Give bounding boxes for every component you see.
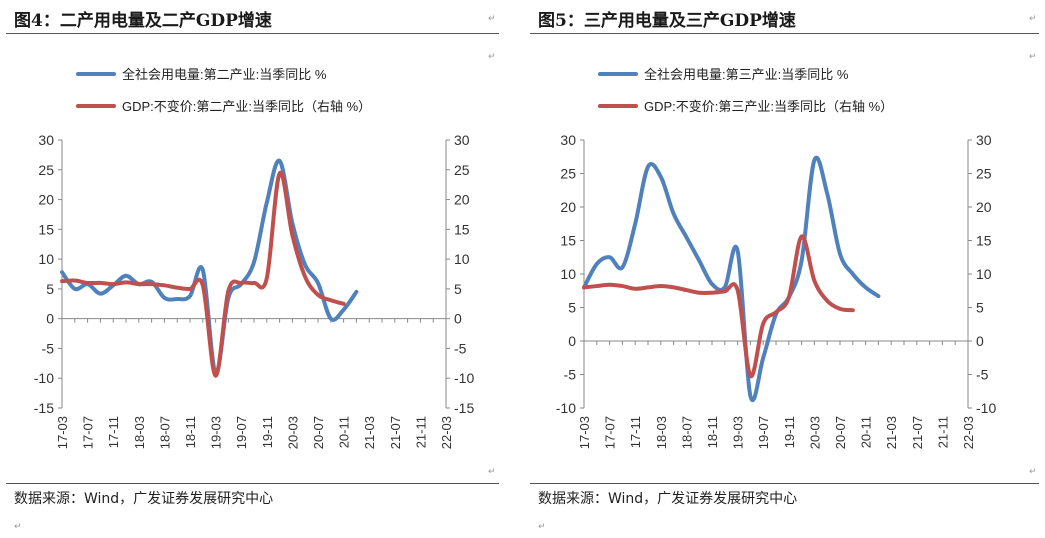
- x-tick-label: 20-07: [311, 416, 326, 449]
- y-tick-label-left: -10: [34, 370, 54, 386]
- x-tick-label: 19-07: [756, 416, 771, 449]
- y-tick-label-right: -10: [454, 370, 474, 386]
- series-line-gdp: [60, 171, 346, 378]
- source-note: 数据来源：Wind，广发证券发展研究中心: [538, 491, 798, 507]
- y-tick-label-right: -10: [976, 400, 996, 416]
- y-tick-label-left: 30: [38, 132, 54, 148]
- x-tick-label: 21-11: [935, 416, 950, 448]
- x-tick-label: 18-03: [654, 416, 669, 449]
- y-tick-label-left: 10: [38, 251, 54, 267]
- y-tick-label-right: 20: [976, 199, 992, 215]
- x-tick-label: 17-03: [577, 416, 592, 449]
- divider: [6, 33, 499, 34]
- legend-label: 全社会用电量:第三产业:当季同比 %: [644, 67, 849, 82]
- y-tick-label-right: 25: [976, 166, 992, 182]
- x-tick-label: 19-07: [234, 416, 249, 449]
- x-tick-label: 22-03: [439, 416, 454, 449]
- legend-label: GDP:不变价:第三产业:当季同比（右轴 %）: [644, 99, 893, 114]
- y-tick-label-left: 15: [560, 233, 576, 249]
- chart-title: 图5：三产用电量及三产GDP增速: [538, 11, 796, 31]
- y-tick-label-right: 10: [454, 251, 470, 267]
- x-tick-label: 20-03: [285, 416, 300, 449]
- y-tick-label-right: 15: [976, 233, 992, 249]
- chart-title: 图4：二产用电量及二产GDP增速: [14, 11, 272, 31]
- x-tick-label: 18-11: [183, 416, 198, 448]
- line-chart: 全社会用电量:第二产业:当季同比 % GDP:不变价:第二产业:当季同比（右轴 %…: [34, 67, 475, 449]
- x-tick-label: 17-03: [55, 416, 70, 449]
- x-tick-label: 18-07: [157, 416, 172, 449]
- source-note: 数据来源：Wind，广发证券发展研究中心: [14, 491, 274, 507]
- paragraph-mark: ↵: [488, 467, 496, 477]
- paragraph-mark: ↵: [1029, 14, 1037, 24]
- x-tick-label: 17-11: [628, 416, 643, 448]
- paragraph-mark: ↵: [1029, 52, 1037, 62]
- x-tick-label: 17-07: [81, 416, 96, 449]
- y-tick-label-right: 15: [454, 221, 470, 237]
- line-chart: 全社会用电量:第三产业:当季同比 % GDP:不变价:第三产业:当季同比（右轴 %…: [556, 67, 997, 449]
- y-tick-label-left: 15: [38, 221, 54, 237]
- x-tick-label: 20-11: [859, 416, 874, 448]
- y-tick-label-left: 20: [560, 199, 576, 215]
- chart-panel-right: 图5：三产用电量及三产GDP增速 ↵ ↵ 全社会用电量:第三产业:当季同比 % G…: [524, 0, 1045, 538]
- y-tick-label-left: 30: [560, 132, 576, 148]
- y-tick-label-right: 5: [976, 300, 984, 316]
- legend-label: GDP:不变价:第二产业:当季同比（右轴 %）: [122, 99, 371, 114]
- x-tick-label: 19-11: [782, 416, 797, 448]
- y-tick-label-right: 25: [454, 162, 470, 178]
- y-tick-label-right: 20: [454, 192, 470, 208]
- x-tick-label: 20-07: [833, 416, 848, 449]
- x-tick-label: 20-11: [337, 416, 352, 448]
- y-tick-label-left: 0: [46, 311, 54, 327]
- y-tick-label-left: 0: [568, 333, 576, 349]
- x-tick-label: 19-03: [209, 416, 224, 449]
- y-tick-label-right: -5: [454, 340, 467, 356]
- divider: [530, 33, 1039, 34]
- paragraph-mark: ↵: [538, 522, 546, 532]
- x-tick-label: 19-11: [260, 416, 275, 448]
- x-tick-label: 21-11: [413, 416, 428, 448]
- y-tick-label-left: 5: [46, 281, 54, 297]
- paragraph-mark: ↵: [1029, 467, 1037, 477]
- y-tick-label-right: 0: [454, 311, 462, 327]
- x-tick-label: 18-07: [679, 416, 694, 449]
- y-tick-label-right: -15: [454, 400, 474, 416]
- chart-panel-left: 图4：二产用电量及二产GDP增速 ↵ ↵ 全社会用电量:第二产业:当季同比 % G…: [0, 0, 505, 538]
- paragraph-mark: ↵: [488, 52, 496, 62]
- x-tick-label: 18-03: [132, 416, 147, 449]
- y-tick-label-right: 30: [976, 132, 992, 148]
- y-tick-label-left: 5: [568, 300, 576, 316]
- x-tick-label: 21-03: [362, 416, 377, 449]
- x-tick-label: 17-11: [106, 416, 121, 448]
- legend-label: 全社会用电量:第二产业:当季同比 %: [122, 67, 327, 82]
- y-tick-label-left: 25: [38, 162, 54, 178]
- series-line-gdp: [582, 234, 855, 378]
- y-tick-label-right: 5: [454, 281, 462, 297]
- x-tick-label: 18-11: [705, 416, 720, 448]
- y-tick-label-right: 30: [454, 132, 470, 148]
- y-tick-label-left: 20: [38, 192, 54, 208]
- x-tick-label: 21-03: [884, 416, 899, 449]
- y-tick-label-left: -10: [556, 400, 576, 416]
- divider: [530, 483, 1039, 484]
- paragraph-mark: ↵: [14, 522, 22, 532]
- x-tick-label: 21-07: [388, 416, 403, 449]
- y-tick-label-left: 10: [560, 266, 576, 282]
- y-tick-label-left: -5: [42, 340, 55, 356]
- paragraph-mark: ↵: [488, 14, 496, 24]
- y-tick-label-left: -5: [564, 367, 577, 383]
- y-tick-label-left: -15: [34, 400, 54, 416]
- x-tick-label: 17-07: [603, 416, 618, 449]
- y-tick-label-right: 10: [976, 266, 992, 282]
- x-tick-label: 21-07: [910, 416, 925, 449]
- series-line-electricity: [582, 155, 881, 402]
- x-tick-label: 20-03: [807, 416, 822, 449]
- divider: [6, 483, 499, 484]
- y-tick-label-right: -5: [976, 367, 989, 383]
- y-tick-label-right: 0: [976, 333, 984, 349]
- x-tick-label: 22-03: [961, 416, 976, 449]
- y-tick-label-left: 25: [560, 166, 576, 182]
- x-tick-label: 19-03: [731, 416, 746, 449]
